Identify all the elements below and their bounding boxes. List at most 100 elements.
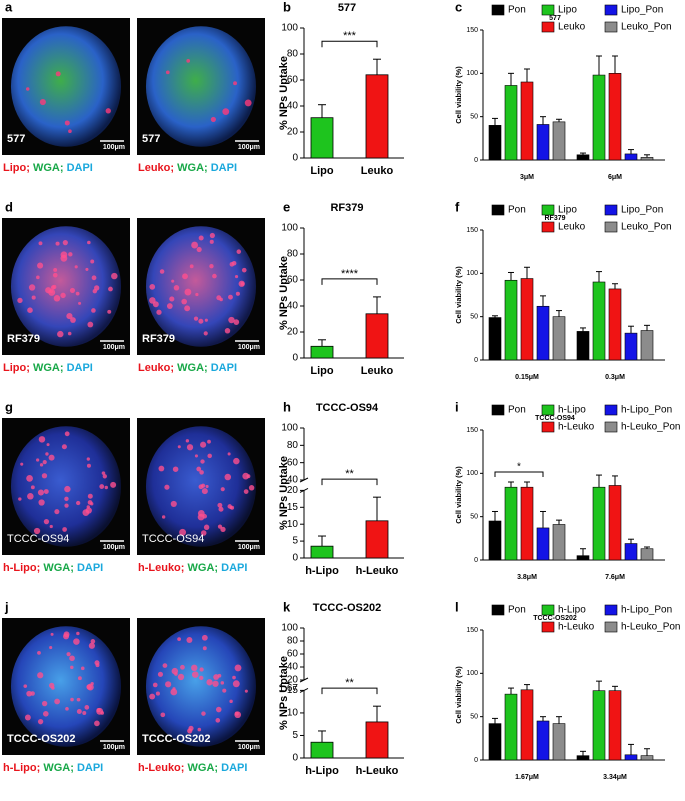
cell-dot	[43, 518, 50, 525]
legend-swatch	[541, 204, 555, 216]
cell-dot	[82, 509, 90, 516]
caption-part: DAPI	[67, 162, 93, 174]
y-tick-label: 40	[287, 101, 299, 112]
legend-swatch	[541, 21, 555, 33]
cell-dot	[200, 530, 207, 536]
image-label: 577	[142, 133, 160, 145]
caption-part: WGA;	[43, 562, 74, 574]
y-tick-label: 150	[466, 627, 478, 634]
caption-part: DAPI	[67, 362, 93, 374]
legend-swatch	[604, 204, 618, 216]
y-axis-label: Cell viability (%)	[454, 466, 463, 524]
legend-label: h-Leuko	[558, 622, 595, 633]
significance-label: ****	[341, 268, 359, 280]
cell-dot	[62, 240, 68, 246]
significance-bracket	[321, 278, 378, 285]
y-tick-label: 50	[470, 514, 478, 521]
cell-dot	[26, 475, 33, 482]
cell-dot	[205, 484, 209, 488]
scale-label: 100μm	[103, 144, 125, 151]
y-tick-label: 40	[287, 301, 299, 312]
y-tick-label: 60	[287, 75, 299, 86]
significance-label: *	[517, 462, 521, 473]
legend-swatch	[604, 221, 618, 233]
legend-swatch	[541, 4, 555, 16]
caption: h-Leuko; WGA; DAPI	[138, 762, 247, 774]
cell-dot	[228, 316, 235, 324]
y-tick-label: 0	[292, 753, 298, 764]
scale-label: 100μm	[238, 344, 260, 351]
cell-dot	[37, 489, 45, 496]
y-tick-label: 50	[470, 314, 478, 321]
legend-label: Pon	[508, 205, 526, 216]
y-tick-label: 100	[466, 70, 478, 77]
bar	[640, 330, 654, 361]
cell-dot	[152, 682, 158, 688]
y-tick-label: 0	[474, 357, 478, 364]
cell-dot	[69, 287, 76, 293]
bar	[624, 332, 638, 361]
y-tick-label: 80	[287, 440, 299, 451]
bar	[624, 754, 638, 761]
caption-part: Lipo;	[3, 362, 30, 374]
cell-dot	[64, 503, 69, 508]
cell-dot	[70, 317, 76, 323]
significance-bracket	[321, 478, 378, 486]
legend-swatch	[604, 621, 618, 633]
cell-dot	[172, 466, 179, 472]
bar	[552, 723, 566, 761]
y-tick-label: 100	[281, 623, 298, 634]
bar	[536, 720, 550, 761]
cell-dot	[60, 251, 68, 259]
cell-dot	[101, 471, 106, 475]
cell-dot	[157, 671, 164, 677]
legend-swatch	[491, 404, 505, 416]
cell-dot	[64, 120, 70, 126]
cell-dot	[232, 680, 240, 688]
cell-dot	[191, 671, 199, 678]
bar	[520, 486, 534, 561]
y-tick-label: 150	[466, 227, 478, 234]
x-tick-label: h-Leuko	[356, 765, 399, 777]
cell-dot	[64, 496, 69, 502]
cell-dot	[222, 108, 230, 116]
chart-title: TCCC-OS94	[535, 415, 575, 422]
legend-swatch	[541, 404, 555, 416]
cell-dot	[196, 246, 202, 253]
y-tick-label: 60	[287, 649, 299, 660]
image-label: TCCC-OS94	[7, 533, 69, 545]
cell-dot	[86, 505, 90, 509]
caption-part: WGA;	[43, 762, 74, 774]
spheroid	[10, 226, 122, 347]
bar	[536, 527, 550, 561]
y-tick-label: 50	[470, 714, 478, 721]
cell-dot	[213, 674, 220, 680]
cell-dot	[66, 313, 73, 320]
image-label: 577	[7, 133, 25, 145]
bar	[576, 331, 590, 361]
cell-dot	[54, 698, 60, 705]
legend-label: h-Leuko_Pon	[621, 622, 681, 633]
y-tick-label: 100	[466, 470, 478, 477]
cell-dot	[77, 676, 82, 681]
cell-dot	[159, 269, 165, 274]
y-axis-label: Cell viability (%)	[454, 666, 463, 724]
cell-dot	[228, 294, 233, 300]
y-tick-label: 0	[474, 557, 478, 564]
cell-dot	[53, 295, 61, 302]
break-label: 1.67	[279, 683, 299, 694]
cell-dot	[90, 259, 95, 264]
bar	[608, 485, 622, 561]
cell-dot	[43, 489, 49, 494]
legend-swatch	[491, 604, 505, 616]
cell-dot	[61, 444, 67, 450]
caption-part: h-Leuko;	[138, 562, 184, 574]
spheroid	[145, 26, 257, 147]
cell-dot	[161, 515, 166, 519]
cell-dot	[233, 457, 240, 465]
significance-label: ***	[343, 30, 357, 42]
cell-dot	[149, 693, 156, 700]
bar	[552, 316, 566, 361]
cell-dot	[88, 642, 96, 649]
bar	[365, 721, 389, 759]
